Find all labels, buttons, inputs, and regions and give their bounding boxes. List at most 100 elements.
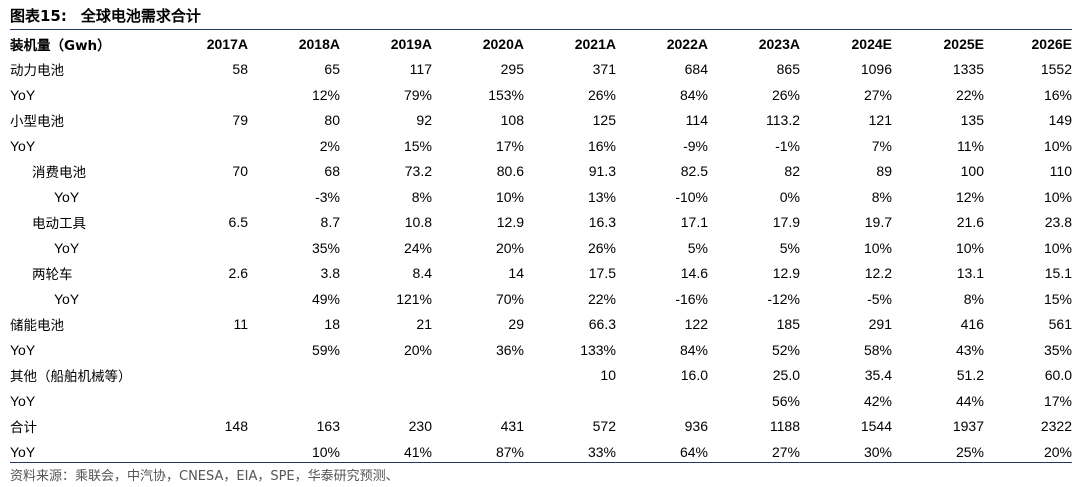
table-cell: 60.0 <box>1044 367 1072 384</box>
table-cell: 1937 <box>952 418 984 435</box>
header-year: 2024E <box>851 35 892 52</box>
table-cell: 12.9 <box>496 214 524 231</box>
table-cell: 17.9 <box>772 214 800 231</box>
table-cell: 148 <box>224 418 248 435</box>
table-cell: 10% <box>1043 188 1072 205</box>
battery-demand-table: 装机量（Gwh） 2017A 2018A 2019A 2020A 2021A 2022A 20… <box>10 31 1072 465</box>
table-cell: 91.3 <box>588 163 616 180</box>
table-cell: 163 <box>316 418 340 435</box>
table-cell <box>340 388 432 414</box>
table-cell: 12.9 <box>772 265 800 282</box>
table-cell: 7% <box>871 137 892 154</box>
table-cell: 10% <box>863 239 892 256</box>
table-cell <box>340 363 432 389</box>
table-cell: -3% <box>315 188 340 205</box>
table-cell: 26% <box>771 86 800 103</box>
table-row: YoY 2% 15% 17% 16% -9% -1% 7% 11% 10% <box>10 133 1072 159</box>
table-cell: 70 <box>232 163 248 180</box>
table-cell <box>170 286 248 312</box>
table-cell: 133% <box>580 341 616 358</box>
table-cell: 41% <box>403 443 432 460</box>
table-cell: 108 <box>500 112 524 129</box>
table-cell: 15% <box>1043 290 1072 307</box>
table-cell: 56% <box>771 392 800 409</box>
page-title: 图表15: 全球电池需求合计 <box>10 5 201 27</box>
table-cell: 8.7 <box>320 214 340 231</box>
table-cell: 20% <box>495 239 524 256</box>
table-cell: 25% <box>955 443 984 460</box>
table-cell: 65 <box>324 61 340 78</box>
table-row: 消费电池 70 68 73.2 80.6 91.3 82.5 82 89 100 110 <box>10 159 1072 185</box>
table-cell: 70% <box>495 290 524 307</box>
table-row: YoY 56% 42% 44% 17% <box>10 388 1072 414</box>
table-cell: 27% <box>863 86 892 103</box>
table-cell <box>432 363 524 389</box>
table-cell: 35.4 <box>864 367 892 384</box>
table-row: YoY 12% 79% 153% 26% 84% 26% 27% 22% 16% <box>10 82 1072 108</box>
table-cell: 100 <box>960 163 984 180</box>
table-cell: 64% <box>679 443 708 460</box>
table-cell <box>170 439 248 465</box>
table-row: 小型电池 79 80 92 108 125 114 113.2 121 135 149 <box>10 108 1072 134</box>
row-label: YoY <box>54 188 80 205</box>
table-cell: 12% <box>955 188 984 205</box>
table-cell: 17.1 <box>680 214 708 231</box>
table-cell: 8% <box>963 290 984 307</box>
header-row: 装机量（Gwh） 2017A 2018A 2019A 2020A 2021A 2022A 20… <box>10 31 1072 57</box>
table-cell: 10% <box>1043 239 1072 256</box>
table-cell: 30% <box>863 443 892 460</box>
row-label: 其他（船舶机械等） <box>10 369 132 386</box>
table-cell: 12% <box>311 86 340 103</box>
table-cell: 1335 <box>952 61 984 78</box>
table-row: YoY -3% 8% 10% 13% -10% 0% 8% 12% 10% <box>10 184 1072 210</box>
table-cell: 135 <box>960 112 984 129</box>
table-cell: 79% <box>403 86 432 103</box>
top-rule <box>10 29 1072 30</box>
table-cell: 10 <box>600 367 616 384</box>
table-cell: 561 <box>1048 316 1072 333</box>
table-cell <box>248 388 340 414</box>
header-label: 装机量（Gwh） <box>10 37 111 54</box>
table-cell: 10.8 <box>404 214 432 231</box>
table-cell: 11 <box>233 316 248 333</box>
table-cell: 572 <box>592 418 616 435</box>
table-cell: 16.0 <box>680 367 708 384</box>
table-cell: 13% <box>587 188 616 205</box>
table-cell: 35% <box>1043 341 1072 358</box>
figure-label: 图表15: <box>10 7 67 25</box>
table-cell: 80 <box>324 112 340 129</box>
table-row: 储能电池 11 18 21 29 66.3 122 185 291 416 561 <box>10 312 1072 338</box>
table-row: YoY 10% 41% 87% 33% 64% 27% 30% 25% 20% <box>10 439 1072 465</box>
table-cell: 29 <box>508 316 524 333</box>
table-cell: 684 <box>684 61 708 78</box>
table-cell: 936 <box>684 418 708 435</box>
table-cell: 1188 <box>769 418 800 435</box>
row-label: YoY <box>54 290 80 307</box>
table-cell: 27% <box>771 443 800 460</box>
table-cell: 110 <box>1049 163 1072 180</box>
header-year: 2018A <box>298 35 340 52</box>
header-year: 2025E <box>943 35 984 52</box>
table-cell: 16% <box>587 137 616 154</box>
table-cell: 79 <box>232 112 248 129</box>
table-cell: 6.5 <box>228 214 248 231</box>
table-cell: 125 <box>592 112 616 129</box>
header-year: 2022A <box>666 35 708 52</box>
table-cell: 10% <box>495 188 524 205</box>
row-label: YoY <box>10 137 36 154</box>
row-label: 消费电池 <box>32 165 86 182</box>
table-row: 其他（船舶机械等） 10 16.0 25.0 35.4 51.2 60.0 <box>10 363 1072 389</box>
row-label: 动力电池 <box>10 63 64 80</box>
table-cell: 149 <box>1048 112 1072 129</box>
header-year: 2017A <box>206 35 248 52</box>
row-label: 小型电池 <box>10 114 64 131</box>
table-cell: 153% <box>488 86 524 103</box>
table-cell: 17% <box>1043 392 1072 409</box>
row-label: YoY <box>10 341 36 358</box>
table-cell: 80.6 <box>496 163 524 180</box>
table-cell: 8% <box>871 188 892 205</box>
table-cell: 8% <box>411 188 432 205</box>
table-cell: 16% <box>1043 86 1072 103</box>
table-cell: 84% <box>679 341 708 358</box>
table-cell: 1096 <box>860 61 892 78</box>
